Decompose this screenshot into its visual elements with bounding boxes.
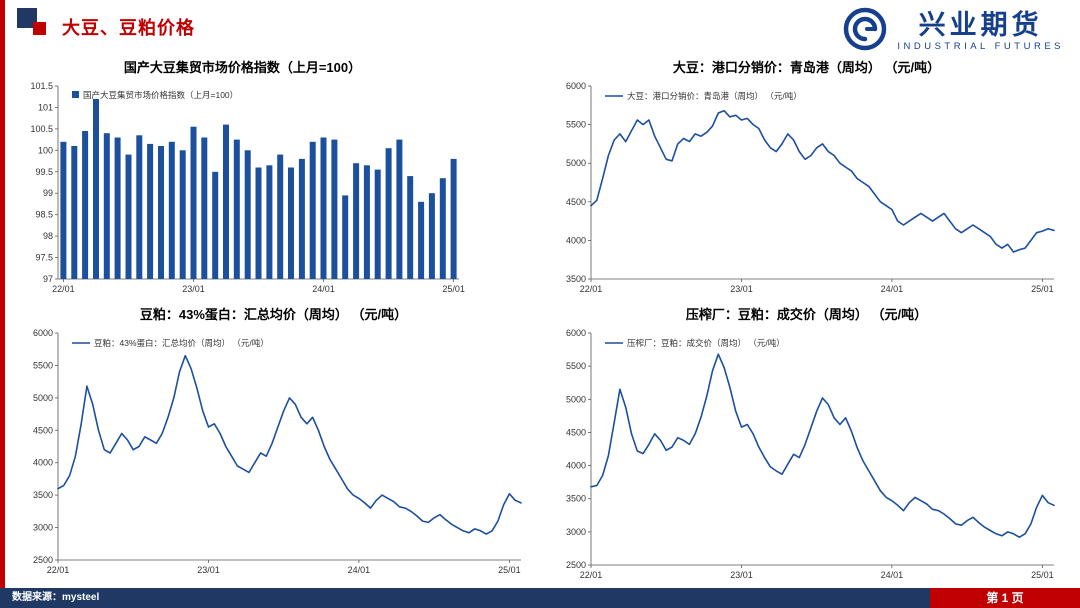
svg-text:22/01: 22/01	[52, 284, 75, 294]
svg-text:22/01: 22/01	[580, 284, 603, 294]
chart-panel-crusher-deal-price: 压榨厂：豆粕：成交价（周均） （元/吨） 2500 3000 3500 4000 450…	[545, 303, 1068, 592]
svg-text:100: 100	[38, 145, 53, 155]
line-chart-soymeal-avg-price: 2500 3000 3500 4000 4500 5000 5500 6000 22/01 23/…	[16, 325, 531, 590]
svg-text:3500: 3500	[566, 274, 586, 284]
svg-text:22/01: 22/01	[47, 565, 70, 575]
svg-text:97.5: 97.5	[35, 253, 53, 263]
svg-text:25/01: 25/01	[498, 565, 521, 575]
svg-text:国产大豆集贸市场价格指数（上月=100）: 国产大豆集贸市场价格指数（上月=100）	[83, 90, 238, 100]
svg-text:豆粕：43%蛋白：汇总均价（周均） （元/吨）: 豆粕：43%蛋白：汇总均价（周均） （元/吨）	[94, 338, 269, 348]
svg-text:3500: 3500	[566, 494, 586, 504]
chart-panel-qingdao-port-price: 大豆：港口分销价：青岛港（周均） （元/吨） 3500 4000 4500 5000 5…	[545, 56, 1068, 301]
svg-text:2500: 2500	[566, 560, 586, 570]
page-number-badge: 第 1 页	[930, 588, 1080, 608]
svg-text:5000: 5000	[566, 394, 586, 404]
svg-text:压榨厂：豆粕：成交价（周均） （元/吨）: 压榨厂：豆粕：成交价（周均） （元/吨）	[627, 338, 785, 348]
svg-text:6000: 6000	[566, 328, 586, 338]
svg-text:3500: 3500	[33, 490, 53, 500]
svg-text:5500: 5500	[566, 120, 586, 130]
svg-text:5500: 5500	[566, 361, 586, 371]
logo-swirl-icon	[842, 6, 888, 57]
svg-text:大豆：港口分销价：青岛港（周均） （元/吨）: 大豆：港口分销价：青岛港（周均） （元/吨）	[627, 91, 802, 101]
chart-title: 大豆：港口分销价：青岛港（周均） （元/吨）	[672, 60, 941, 75]
company-subtitle: INDUSTRIAL FUTURES	[897, 40, 1064, 52]
footer-bar: 数据来源：mysteel 第 1 页	[0, 588, 1080, 608]
svg-text:4500: 4500	[566, 197, 586, 207]
svg-text:99.5: 99.5	[35, 167, 53, 177]
line-chart-crusher-deal-price: 2500 3000 3500 4000 4500 5000 5500 6000 22/01 23/…	[549, 325, 1064, 590]
data-source-label: 数据来源：mysteel	[12, 592, 100, 603]
page-title: 大豆、豆粕价格	[62, 18, 195, 38]
charts-grid: 国产大豆集贸市场价格指数（上月=100） 97 97.5 98 98.5 99 99.5 1…	[12, 56, 1068, 582]
chart-panel-soybean-index: 国产大豆集贸市场价格指数（上月=100） 97 97.5 98 98.5 99 99.5 1…	[12, 56, 535, 301]
svg-text:3000: 3000	[33, 523, 53, 533]
svg-text:4000: 4000	[566, 235, 586, 245]
line-chart-qingdao-port-price: 3500 4000 4500 5000 5500 6000 22/01 23/01 24/01 2…	[549, 78, 1064, 304]
svg-text:5000: 5000	[566, 158, 586, 168]
svg-text:98: 98	[43, 231, 53, 241]
chart-title: 豆粕：43%蛋白：汇总均价（周均） （元/吨）	[139, 307, 408, 322]
svg-text:6000: 6000	[33, 328, 53, 338]
svg-text:4500: 4500	[33, 425, 53, 435]
svg-text:25/01: 25/01	[1031, 570, 1054, 580]
svg-text:24/01: 24/01	[881, 284, 904, 294]
company-name: 兴业期货	[918, 10, 1043, 41]
svg-text:23/01: 23/01	[730, 570, 753, 580]
svg-text:25/01: 25/01	[442, 284, 465, 294]
svg-text:23/01: 23/01	[197, 565, 220, 575]
svg-text:97: 97	[43, 274, 53, 284]
svg-text:23/01: 23/01	[182, 284, 205, 294]
svg-text:24/01: 24/01	[348, 565, 371, 575]
svg-text:98.5: 98.5	[35, 210, 53, 220]
svg-text:22/01: 22/01	[580, 570, 603, 580]
company-logo: 兴业期货 INDUSTRIAL FUTURES	[842, 6, 1064, 57]
svg-text:25/01: 25/01	[1031, 284, 1054, 294]
svg-text:5000: 5000	[33, 393, 53, 403]
svg-text:24/01: 24/01	[881, 570, 904, 580]
svg-text:4000: 4000	[566, 461, 586, 471]
svg-text:6000: 6000	[566, 81, 586, 91]
chart-panel-soymeal-avg-price: 豆粕：43%蛋白：汇总均价（周均） （元/吨） 2500 3000 3500 4000…	[12, 303, 535, 592]
bar-chart-soybean-index: 97 97.5 98 98.5 99 99.5 100 100.5 101 101.5 22/01 2…	[16, 78, 469, 304]
svg-text:4000: 4000	[33, 458, 53, 468]
chart-title: 国产大豆集贸市场价格指数（上月=100）	[123, 60, 362, 75]
chart-title: 压榨厂：豆粕：成交价（周均） （元/吨）	[685, 307, 928, 322]
title-decor-blue-square	[17, 8, 37, 28]
svg-text:100.5: 100.5	[30, 124, 53, 134]
svg-text:23/01: 23/01	[730, 284, 753, 294]
svg-text:5500: 5500	[33, 360, 53, 370]
header: 大豆、豆粕价格 兴业期货 INDUSTRIAL FUTURES	[0, 0, 1080, 56]
svg-text:101.5: 101.5	[30, 81, 53, 91]
logo-text: 兴业期货 INDUSTRIAL FUTURES	[897, 10, 1064, 52]
svg-text:4500: 4500	[566, 427, 586, 437]
svg-text:3000: 3000	[566, 527, 586, 537]
left-accent-bar	[0, 0, 5, 588]
svg-text:24/01: 24/01	[312, 284, 335, 294]
svg-text:2500: 2500	[33, 555, 53, 565]
svg-text:101: 101	[38, 102, 53, 112]
title-decor-red-square	[33, 22, 46, 35]
svg-text:99: 99	[43, 188, 53, 198]
